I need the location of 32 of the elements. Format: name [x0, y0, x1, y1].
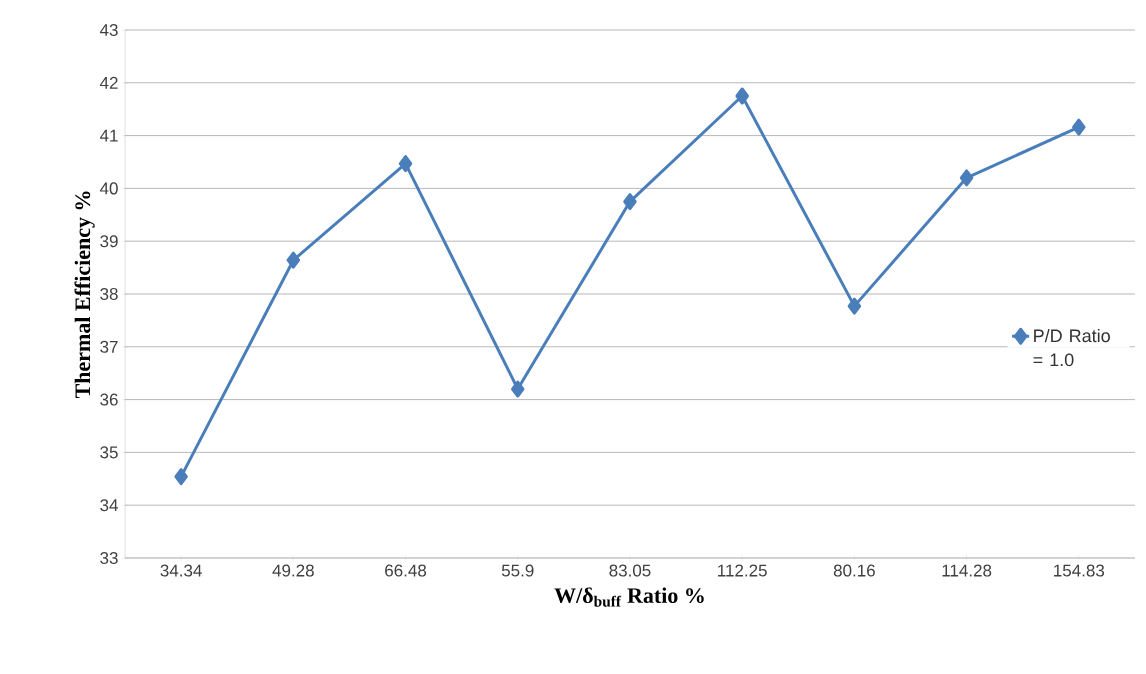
x-tick-label: 112.25	[718, 564, 767, 577]
x-tick-label: 154.83	[1054, 564, 1105, 577]
point	[847, 297, 862, 315]
y-tick-label: 39	[100, 235, 118, 248]
y-tick-label: 36	[100, 393, 118, 406]
legend-label: P/D Ratio = 1.0	[1033, 328, 1110, 367]
x-tick-label: 34.34	[160, 564, 202, 577]
point	[286, 251, 301, 269]
x-tick-label: 114.28	[942, 564, 992, 577]
x-tick-label: 49.28	[272, 564, 314, 577]
x-tick-label: 80.16	[833, 564, 875, 577]
y-tick-label: 35	[100, 446, 118, 459]
point	[623, 193, 637, 211]
y-tick-label: 40	[99, 182, 118, 195]
y-tick-label: 34	[100, 499, 118, 512]
point	[511, 380, 525, 398]
point	[174, 468, 188, 486]
y-tick-label: 41	[99, 129, 118, 142]
y-tick-label: 42	[99, 76, 118, 89]
x-tick-label: 66.48	[385, 564, 427, 577]
y-tick-label: 33	[100, 551, 118, 565]
point	[959, 169, 974, 187]
y-tick-label: 43	[99, 23, 118, 37]
x-tick-label: 55.9	[501, 564, 534, 577]
y-tick-label: 37	[100, 340, 118, 353]
point	[398, 155, 413, 173]
point	[1072, 118, 1086, 136]
y-tick-label: 38	[100, 287, 118, 301]
point	[735, 87, 749, 105]
x-axis-title: W/δ$_{buff}$ Ratio %	[554, 587, 704, 607]
y-axis-title: Thermal Efficiency %	[74, 191, 95, 399]
x-tick-label: 83.05	[609, 564, 651, 577]
